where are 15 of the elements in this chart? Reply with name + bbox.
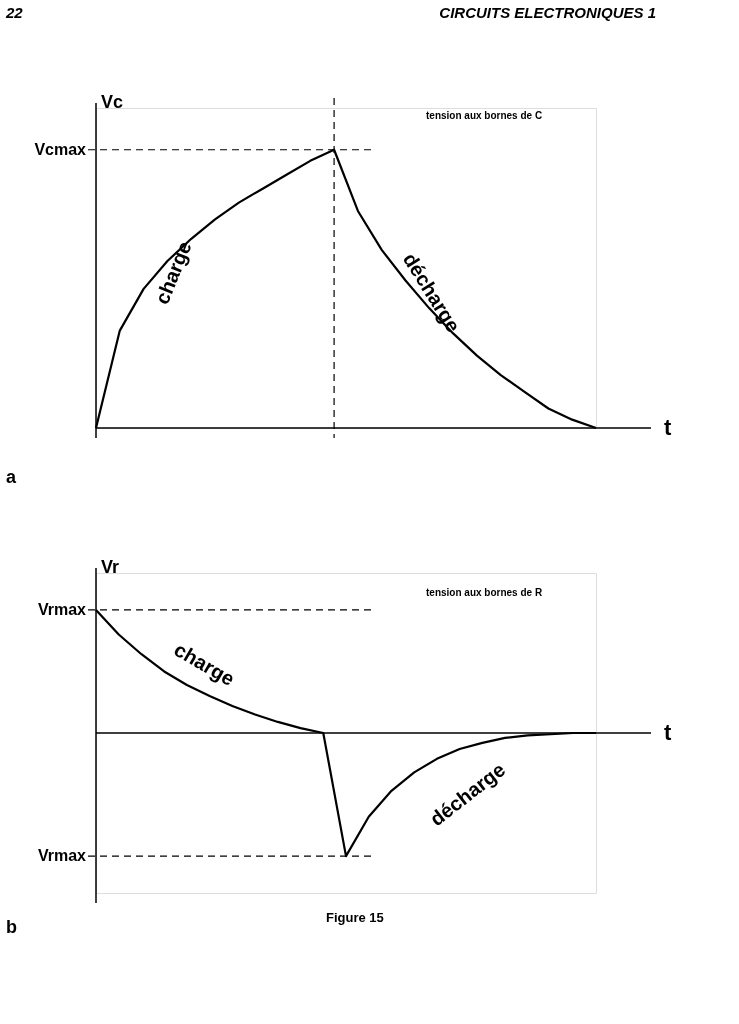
annotation: charge: [150, 238, 196, 308]
text: a: [6, 467, 17, 487]
text: b: [6, 917, 17, 937]
ref-line-label: Vrmax: [37, 600, 87, 618]
text: tension aux bornes de C: [426, 110, 543, 121]
y-axis-title: Vc: [101, 92, 124, 112]
ref-line-label: Vcmax: [34, 140, 87, 158]
y-axis-title: Vr: [101, 557, 120, 577]
caption: Figure 15: [326, 910, 384, 925]
x-axis-title: t: [664, 720, 672, 745]
ref-line-label: Vrmax: [37, 847, 87, 865]
text: 22: [5, 4, 24, 21]
text: CIRCUITS ELECTRONIQUES 1: [439, 4, 656, 21]
text: tension aux bornes de R: [426, 587, 543, 598]
x-axis-title: t: [664, 415, 672, 440]
